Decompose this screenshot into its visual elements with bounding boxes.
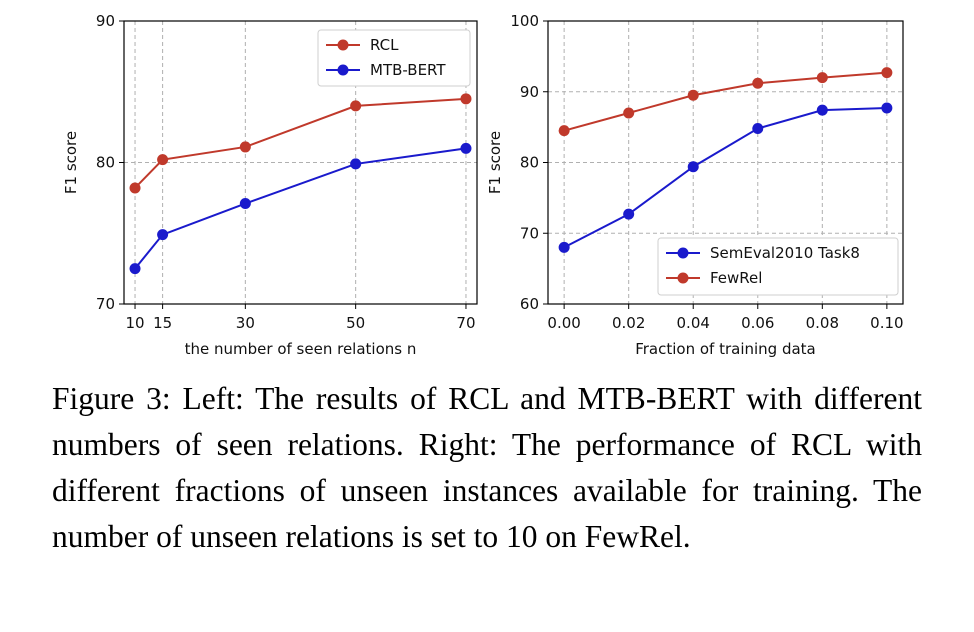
data-point	[558, 241, 570, 253]
data-point	[558, 125, 570, 137]
data-point	[239, 198, 251, 210]
y-tick-label: 70	[520, 224, 539, 242]
right-chart: 0.00 0.02 0.04 0.06 0.08 0.10 60 70 80 90 100 Fract…	[486, 12, 904, 358]
data-point	[752, 77, 764, 89]
data-point	[881, 102, 893, 114]
legend-marker	[677, 247, 689, 259]
x-axis-label: the number of seen relations n	[185, 340, 417, 358]
data-point	[157, 229, 169, 241]
data-point	[687, 89, 699, 101]
data-point	[816, 104, 828, 116]
y-tick-label: 90	[520, 83, 539, 101]
legend-label: RCL	[370, 36, 399, 54]
figure-caption: Figure 3: Left: The results of RCL and M…	[52, 381, 922, 554]
y-tick-label: 80	[96, 154, 115, 172]
x-tick-label: 15	[153, 314, 172, 332]
data-point	[752, 123, 764, 135]
legend-marker	[677, 272, 689, 284]
data-point	[623, 107, 635, 119]
legend-marker	[337, 39, 349, 51]
data-point	[881, 67, 893, 79]
x-tick-label: 0.00	[547, 314, 580, 332]
legend-label: FewRel	[710, 269, 762, 287]
data-point	[350, 158, 362, 170]
figure-3: 10 15 30 50 70 70 80 90 the number of seen relat…	[62, 12, 904, 358]
x-tick-label: 10	[125, 314, 144, 332]
x-tick-label: 30	[236, 314, 255, 332]
data-point	[157, 154, 169, 166]
series-line	[563, 107, 887, 249]
x-tick-label: 0.06	[741, 314, 774, 332]
series-line	[134, 97, 467, 189]
data-point	[460, 93, 472, 105]
data-point	[816, 72, 828, 84]
x-tick-label: 0.04	[677, 314, 710, 332]
x-tick-label: 0.10	[870, 314, 903, 332]
legend-box	[657, 237, 899, 296]
series-line	[563, 71, 887, 132]
y-tick-label: 90	[96, 12, 115, 30]
x-tick-label: 0.02	[612, 314, 645, 332]
y-axis-label: F1 score	[62, 131, 80, 194]
y-tick-label: 70	[96, 295, 115, 313]
x-tick-label: 70	[456, 314, 475, 332]
data-point	[623, 208, 635, 220]
y-tick-label: 100	[510, 12, 539, 30]
legend-marker	[337, 64, 349, 76]
left-chart: 10 15 30 50 70 70 80 90 the number of seen relat…	[62, 12, 478, 358]
data-point	[129, 182, 141, 194]
legend-label: SemEval2010 Task8	[710, 244, 860, 262]
data-point	[460, 142, 472, 154]
legend-label: MTB-BERT	[370, 61, 446, 79]
y-axis-label: F1 score	[486, 131, 504, 194]
y-tick-label: 80	[520, 154, 539, 172]
x-tick-label: 50	[346, 314, 365, 332]
data-point	[239, 141, 251, 153]
x-axis-label: Fraction of training data	[635, 340, 816, 358]
data-point	[687, 161, 699, 173]
data-point	[350, 100, 362, 112]
y-tick-label: 60	[520, 295, 539, 313]
x-tick-label: 0.08	[806, 314, 839, 332]
data-point	[129, 263, 141, 275]
series-line	[134, 147, 467, 270]
